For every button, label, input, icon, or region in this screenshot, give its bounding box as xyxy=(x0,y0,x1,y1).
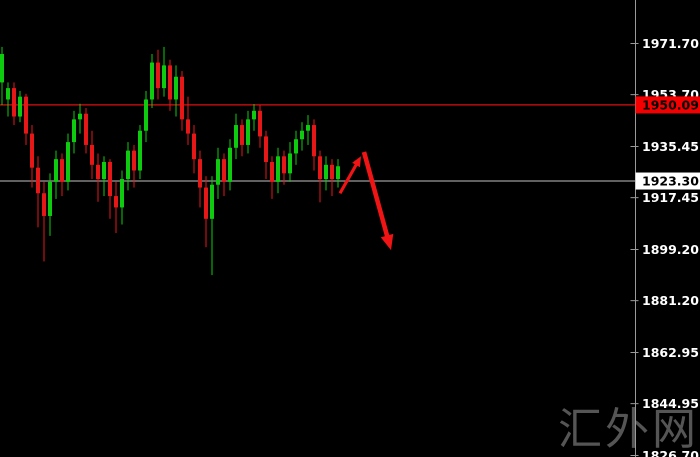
candle-body xyxy=(330,164,334,180)
candle-body xyxy=(150,62,154,100)
candle-body xyxy=(114,196,118,208)
watermark-text: 汇外网 xyxy=(558,404,699,455)
candle-body xyxy=(12,88,16,117)
candle-body xyxy=(66,142,70,182)
candle-body xyxy=(210,184,214,219)
candle-body xyxy=(258,110,262,137)
candle-body xyxy=(240,125,244,145)
price-tick-label: 1844.95 xyxy=(642,396,699,411)
candle-wick xyxy=(43,181,45,262)
candle-body xyxy=(318,156,322,180)
candle-body xyxy=(30,133,34,168)
candle-body xyxy=(300,130,304,140)
candle-body xyxy=(282,156,286,174)
price-tick-label: 1826.70 xyxy=(642,448,699,457)
candle-body xyxy=(246,119,250,145)
price-tick-label: 1917.45 xyxy=(642,190,699,205)
resistance-line-price-box xyxy=(635,96,700,114)
candle-body xyxy=(294,139,298,154)
candle-body xyxy=(48,181,52,216)
candle-body xyxy=(120,179,124,208)
price-axis: 1971.701953.701935.451917.451899.201881.… xyxy=(630,0,700,457)
candle-body xyxy=(6,88,10,100)
candle-body xyxy=(306,125,310,131)
candle-body xyxy=(162,65,166,89)
candle-body xyxy=(60,159,64,182)
candle-body xyxy=(156,62,160,89)
candle-body xyxy=(126,150,130,180)
candle-body xyxy=(270,161,274,182)
up-arrow-shaft xyxy=(338,162,359,195)
price-tick-label: 1881.20 xyxy=(642,293,699,308)
candle-body xyxy=(24,96,28,134)
candle-wick xyxy=(211,176,213,276)
candle-body xyxy=(168,65,172,100)
candle-body xyxy=(102,161,106,180)
candle-body xyxy=(288,153,292,174)
candle-body xyxy=(234,125,238,148)
candle-body xyxy=(54,159,58,182)
candle-body xyxy=(90,144,94,165)
candle-body xyxy=(192,133,196,160)
candle-body xyxy=(18,96,22,117)
down-arrow-shaft xyxy=(361,151,390,239)
resistance-line-price-label: 1950.09 xyxy=(642,97,699,112)
bid-price-line-price-label: 1923.30 xyxy=(642,174,699,189)
price-tick-label: 1862.95 xyxy=(642,345,699,360)
bid-price-line-price-box xyxy=(635,172,700,190)
candle-body xyxy=(36,167,40,194)
candle-body xyxy=(216,159,220,185)
down-arrow-head xyxy=(380,233,394,251)
candle-body xyxy=(264,136,268,162)
candle-body xyxy=(84,113,88,145)
price-tick-label: 1899.20 xyxy=(642,242,699,257)
candle-body xyxy=(132,150,136,171)
candle-body xyxy=(324,164,328,180)
trend-arrows-layer xyxy=(338,151,394,251)
candle-body xyxy=(228,147,232,182)
candle-body xyxy=(204,187,208,219)
candle-body xyxy=(96,164,100,180)
candle-body xyxy=(186,119,190,134)
candles-layer xyxy=(0,46,340,276)
candle-body xyxy=(138,130,142,171)
candle-body xyxy=(174,76,178,100)
price-tick-label: 1935.45 xyxy=(642,139,699,154)
candle-body xyxy=(222,159,226,182)
candle-body xyxy=(72,119,76,143)
candle-body xyxy=(276,156,280,182)
horizontal-lines-layer xyxy=(0,104,636,182)
candle-body xyxy=(144,99,148,131)
candle-body xyxy=(336,166,340,180)
candle-body xyxy=(312,125,316,157)
up-arrow-head xyxy=(352,156,361,168)
candle-body xyxy=(78,113,82,120)
candle-body xyxy=(198,159,202,188)
candle-body xyxy=(252,110,256,120)
price-tick-label: 1971.70 xyxy=(642,36,699,51)
candle-body xyxy=(108,161,112,197)
candle-body xyxy=(0,54,4,83)
candle-body xyxy=(180,76,184,120)
candle-body xyxy=(42,193,46,216)
